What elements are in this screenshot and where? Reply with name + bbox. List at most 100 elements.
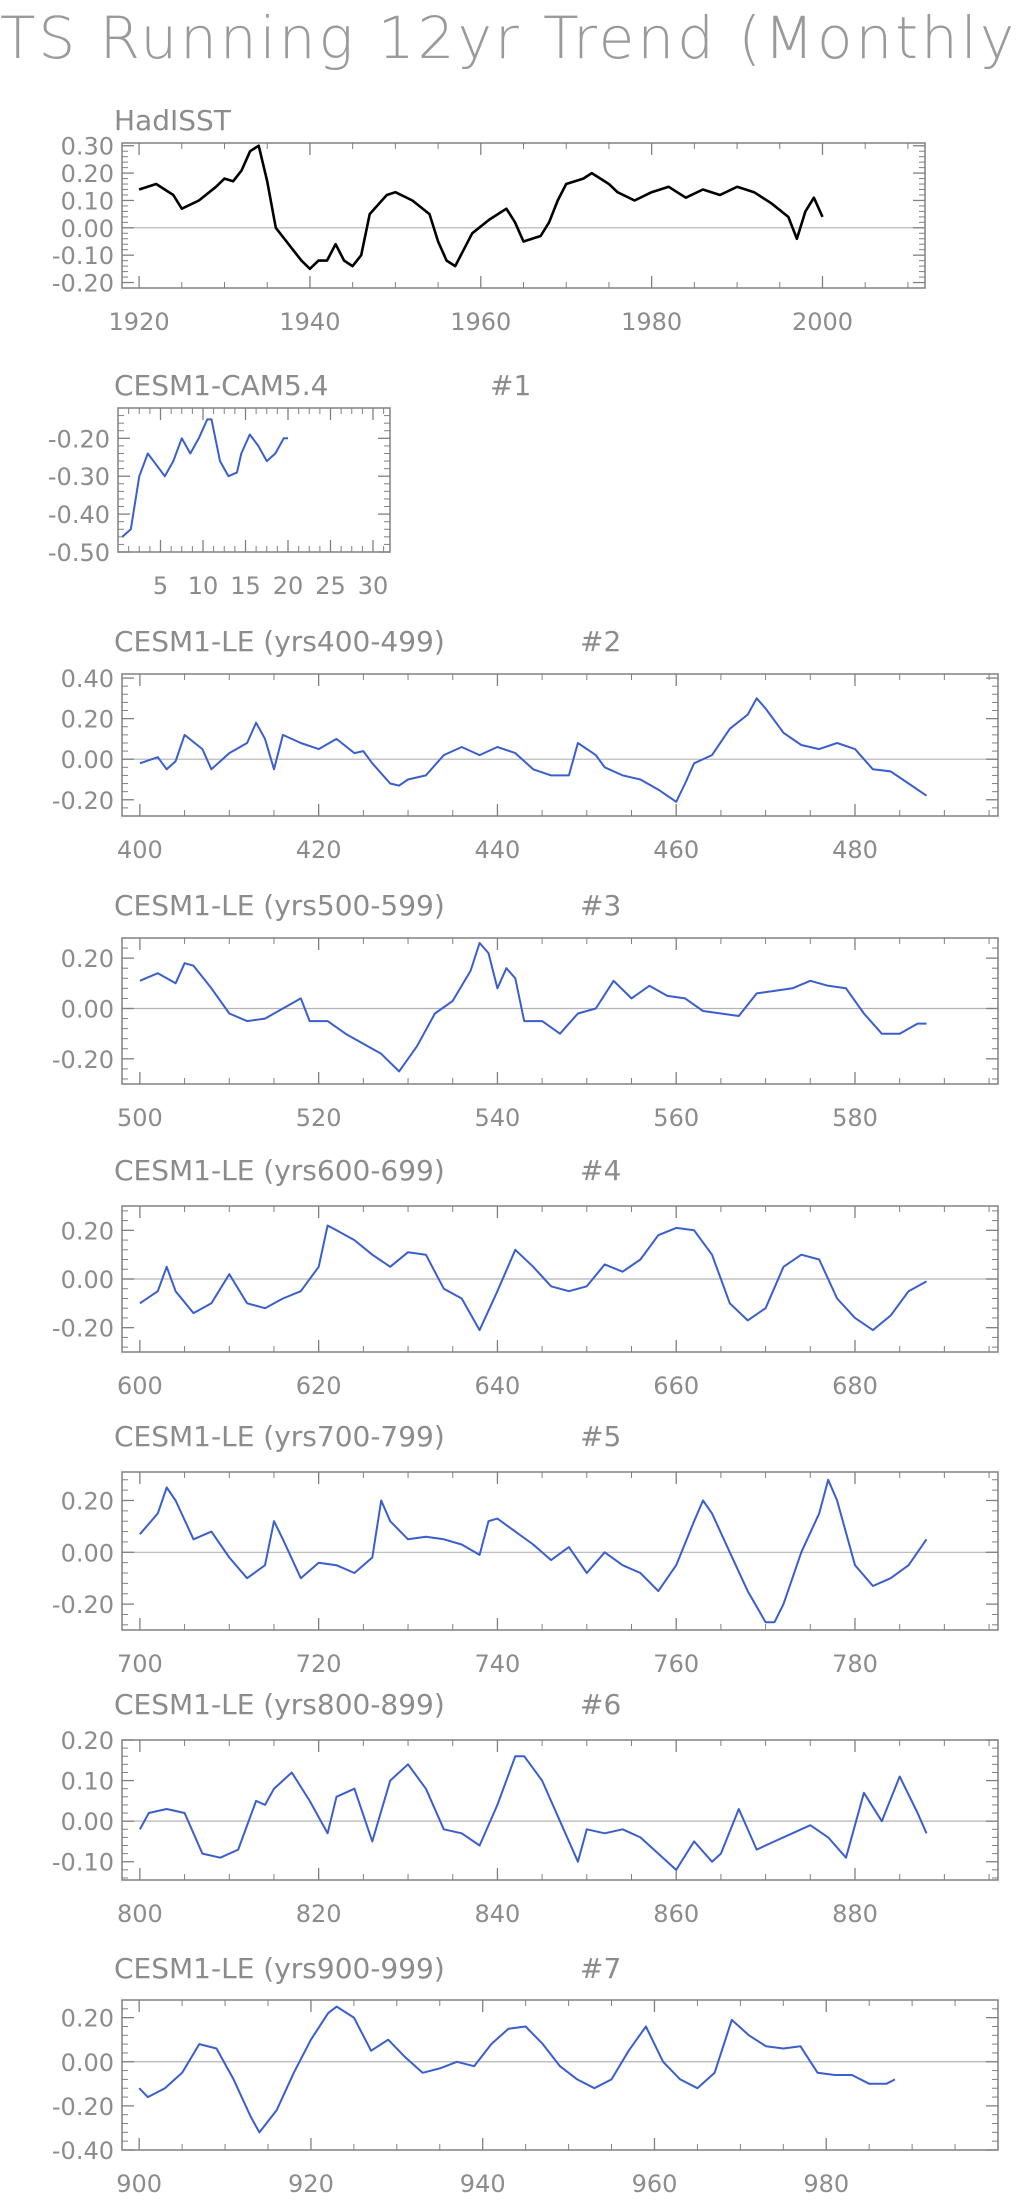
x-tick-label: 1940: [279, 308, 340, 336]
x-tick-label: 820: [296, 1900, 342, 1928]
series-line: [139, 942, 927, 1073]
x-tick-label: 900: [116, 2170, 162, 2198]
plot-frame: [121, 937, 999, 1085]
y-tick-label: 0.00: [61, 746, 114, 774]
series-line: [139, 1755, 928, 1871]
panel-title: CESM1-LE (yrs700-799): [114, 1420, 445, 1453]
y-tick-label: 0.00: [61, 2049, 114, 2077]
x-tick-label: 760: [653, 1650, 699, 1678]
x-tick-label: 1920: [109, 308, 170, 336]
y-tick-label: -0.20: [52, 1591, 114, 1619]
y-tick-label: 0.20: [61, 1217, 114, 1245]
x-tick-label: 460: [653, 836, 699, 864]
y-tick-label: -0.30: [48, 463, 110, 491]
x-tick-label: 10: [188, 572, 219, 600]
y-tick-label: 0.20: [61, 706, 114, 734]
y-tick-label: 0.10: [61, 187, 114, 215]
x-tick-label: 520: [296, 1104, 342, 1132]
panel-2: CESM1-CAM5.4 #1 -0.50 -0.40 -0.30 -0.20 5 10 15 2…: [48, 369, 531, 600]
series-line: [139, 697, 928, 803]
x-tick-label: 700: [117, 1650, 163, 1678]
y-tick-label: -0.20: [52, 1315, 114, 1343]
x-tick-label: 25: [315, 572, 346, 600]
y-tick-label: -0.20: [52, 270, 114, 298]
x-tick-label: 5: [153, 572, 168, 600]
x-tick-label: 940: [460, 2170, 506, 2198]
x-tick-label: 740: [475, 1650, 521, 1678]
panel-subtitle: #5: [580, 1420, 621, 1453]
panel-title: CESM1-LE (yrs500-599): [114, 889, 445, 922]
x-tick-label: 580: [832, 1104, 878, 1132]
panel-subtitle: #7: [580, 1952, 621, 1985]
y-tick-label: 0.00: [61, 215, 114, 243]
x-tick-label: 420: [296, 836, 342, 864]
x-tick-label: 980: [803, 2170, 849, 2198]
panel-title: HadISST: [114, 104, 232, 137]
figure-title: TS Running 12yr Trend (Monthly): [0, 4, 1018, 72]
plot-frame: [121, 1999, 999, 2151]
y-tick-label: 0.20: [61, 1727, 114, 1755]
x-tick-label: 2000: [792, 308, 853, 336]
x-tick-label: 620: [296, 1372, 342, 1400]
y-tick-label: -0.20: [52, 2093, 114, 2121]
x-tick-label: 640: [475, 1372, 521, 1400]
x-tick-label: 20: [273, 572, 304, 600]
x-tick-label: 400: [117, 836, 163, 864]
panel-8: CESM1-LE (yrs900-999) #7 -0.40 -0.20 0.00 0.2…: [52, 1952, 999, 2198]
x-tick-label: 800: [117, 1900, 163, 1928]
panel-1: HadISST -0.20-0.100.000.100.200.30 1920 194…: [52, 104, 926, 336]
y-tick-label: 0.10: [61, 1768, 114, 1796]
y-tick-label: -0.20: [48, 425, 110, 453]
panel-title: CESM1-LE (yrs900-999): [114, 1952, 445, 1985]
y-tick-label: 0.00: [61, 1266, 114, 1294]
x-tick-label: 960: [632, 2170, 678, 2198]
y-tick-label: 0.20: [61, 945, 114, 973]
panel-6: CESM1-LE (yrs700-799) #5 -0.20 0.00 0.20 700 7…: [52, 1420, 999, 1678]
y-tick-label: 0.20: [61, 160, 114, 188]
x-tick-label: 1960: [450, 308, 511, 336]
x-tick-label: 840: [475, 1900, 521, 1928]
y-tick-label: -0.10: [52, 1849, 114, 1877]
y-tick-label: -0.40: [48, 501, 110, 529]
panel-7: CESM1-LE (yrs800-899) #6 -0.10 0.00 0.10 0.20…: [52, 1688, 999, 1928]
y-tick-label: -0.10: [52, 242, 114, 270]
y-tick-label: -0.40: [52, 2137, 114, 2165]
x-tick-label: 680: [832, 1372, 878, 1400]
x-tick-label: 30: [358, 572, 389, 600]
y-tick-label: 0.00: [61, 1539, 114, 1567]
y-tick-label: 0.20: [61, 1487, 114, 1515]
panel-title: CESM1-CAM5.4: [114, 369, 328, 402]
x-tick-label: 860: [653, 1900, 699, 1928]
plot-frame: [121, 1739, 999, 1881]
panel-5: CESM1-LE (yrs600-699) #4 -0.20 0.00 0.20 600 6…: [52, 1154, 999, 1400]
series-line: [139, 1224, 927, 1332]
plot-frame: [121, 1471, 999, 1631]
x-tick-label: 780: [832, 1650, 878, 1678]
series-line: [139, 1478, 928, 1624]
panel-subtitle: #2: [580, 625, 621, 658]
plot-frame: [121, 673, 999, 817]
panel-4: CESM1-LE (yrs500-599) #3 -0.20 0.00 0.20 500 5…: [52, 889, 999, 1132]
x-tick-label: 720: [296, 1650, 342, 1678]
y-tick-label: 0.00: [61, 995, 114, 1023]
panel-subtitle: #3: [580, 889, 621, 922]
x-tick-label: 920: [288, 2170, 334, 2198]
y-tick-label: 0.40: [61, 665, 114, 693]
panel-title: CESM1-LE (yrs800-899): [114, 1688, 445, 1721]
x-tick-label: 560: [653, 1104, 699, 1132]
x-tick-label: 660: [653, 1372, 699, 1400]
x-tick-label: 15: [230, 572, 261, 600]
y-tick-label: 0.20: [61, 2005, 114, 2033]
panel-title: CESM1-LE (yrs400-499): [114, 625, 445, 658]
panel-subtitle: #1: [490, 369, 531, 402]
series-line: [121, 418, 288, 538]
x-tick-label: 880: [832, 1900, 878, 1928]
x-tick-label: 480: [832, 836, 878, 864]
panel-subtitle: #6: [580, 1688, 621, 1721]
y-tick-label: -0.50: [48, 539, 110, 567]
panel-title: CESM1-LE (yrs600-699): [114, 1154, 445, 1187]
y-tick-label: -0.20: [52, 787, 114, 815]
y-tick-label: 0.30: [61, 133, 114, 161]
x-tick-label: 600: [117, 1372, 163, 1400]
series-line: [138, 144, 824, 271]
